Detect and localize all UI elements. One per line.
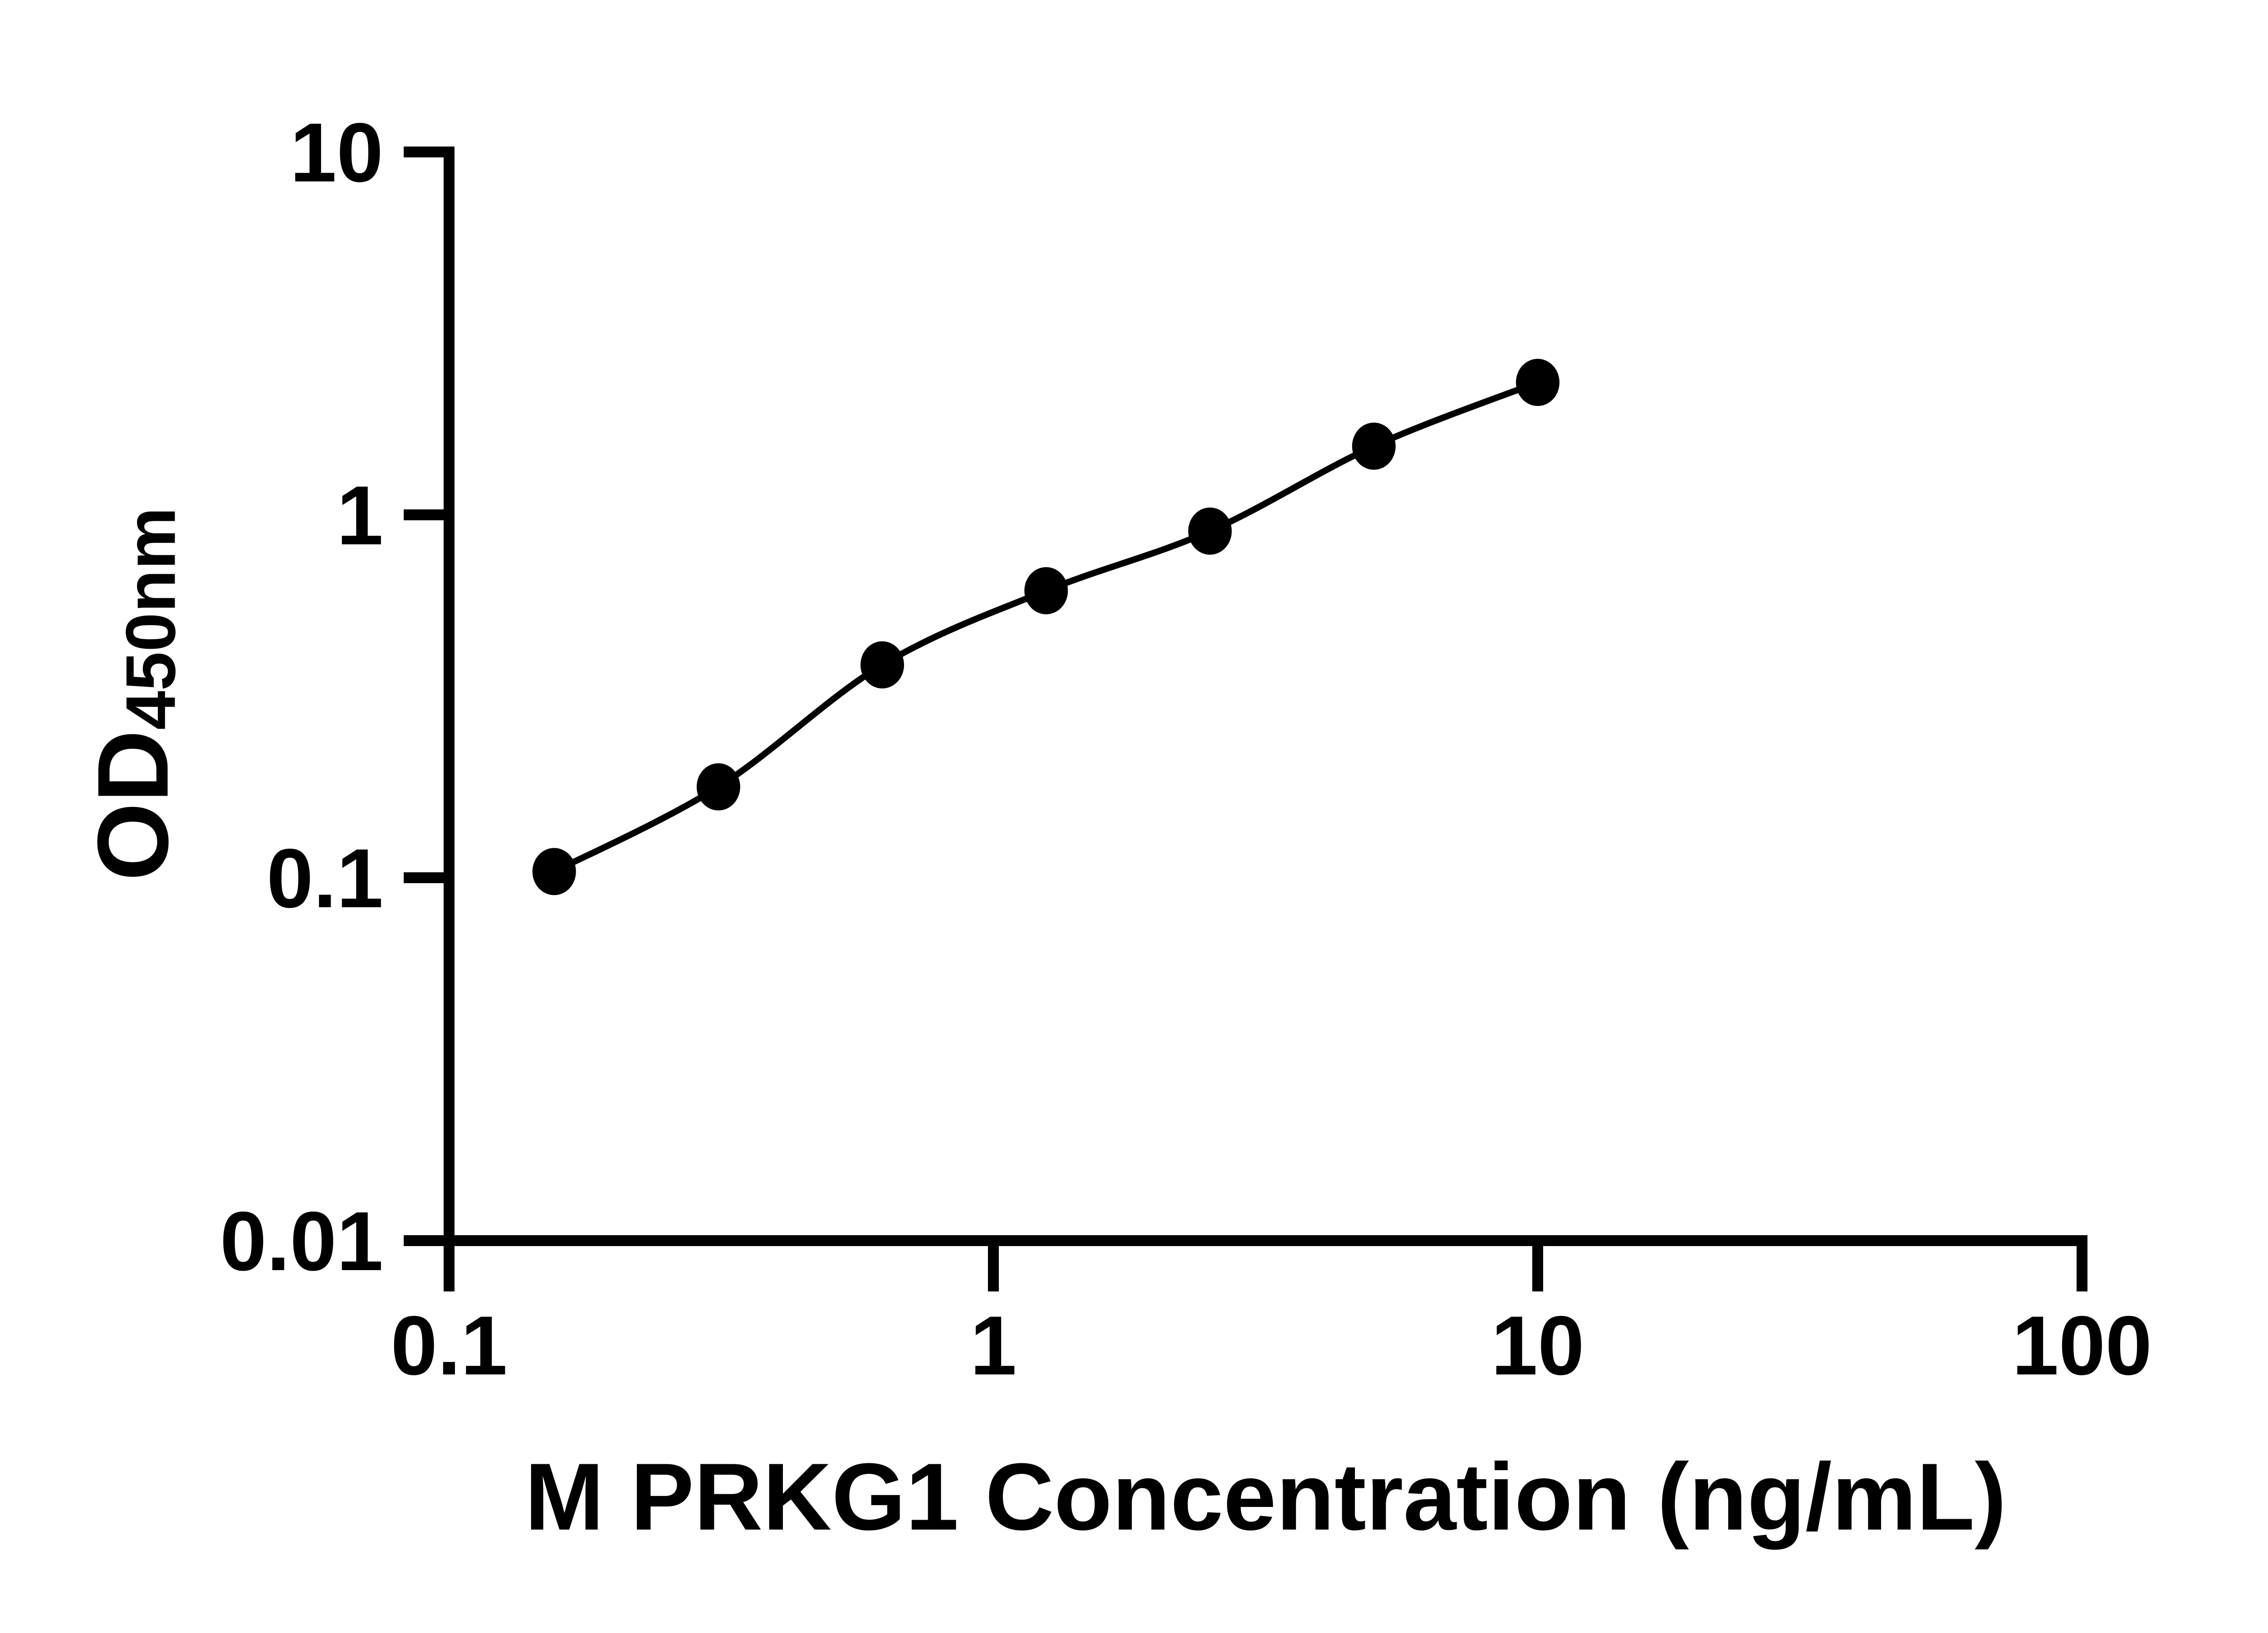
data-point-marker [1188,507,1232,555]
data-point-marker [1024,567,1068,615]
y-axis-title-main: OD [77,730,190,881]
data-point-marker [1516,359,1559,406]
x-axis-title: M PRKG1 Concentration (ng/mL) [524,1443,2007,1550]
y-axis-title: OD450nm [77,507,194,881]
y-tick-label: 10 [290,106,383,200]
data-point-marker [532,848,576,895]
data-point-marker [860,641,904,689]
data-point-marker [1352,422,1396,470]
y-tick-label: 0.01 [220,1195,383,1288]
y-tick-label: 0.1 [266,832,383,925]
y-tick-label: 1 [337,469,383,562]
data-point-marker [696,763,740,811]
x-tick-label: 0.1 [391,1299,508,1393]
x-tick-label: 10 [1491,1299,1584,1393]
x-tick-label: 100 [2012,1299,2152,1393]
x-tick-label: 1 [970,1299,1017,1393]
y-axis-title-subscript: 450nm [111,507,190,730]
